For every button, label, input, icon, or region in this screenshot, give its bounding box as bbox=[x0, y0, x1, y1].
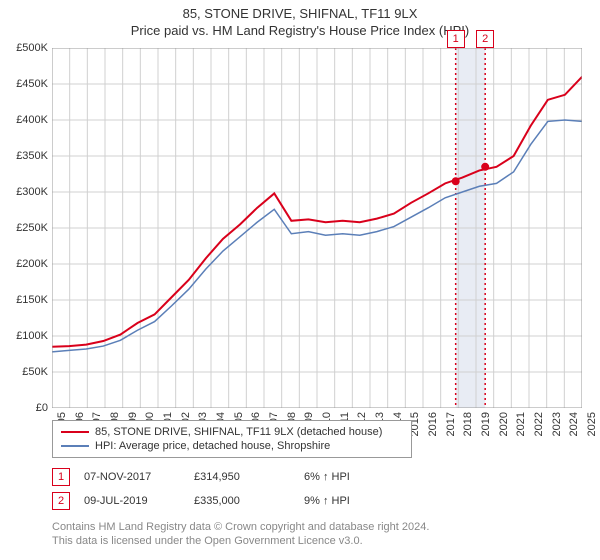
sale-marker-ref: 1 bbox=[52, 468, 70, 486]
x-tick: 2020 bbox=[498, 412, 510, 436]
sale-marker-ref: 2 bbox=[52, 492, 70, 510]
legend-label: 85, STONE DRIVE, SHIFNAL, TF11 9LX (deta… bbox=[95, 426, 382, 438]
x-tick: 2024 bbox=[568, 412, 580, 436]
sale-price: £314,950 bbox=[194, 471, 304, 483]
y-tick: £200K bbox=[16, 258, 48, 270]
sale-row: 2 09-JUL-2019 £335,000 9% ↑ HPI bbox=[52, 492, 394, 510]
legend-item: HPI: Average price, detached house, Shro… bbox=[61, 439, 403, 453]
sale-date: 09-JUL-2019 bbox=[84, 495, 194, 507]
footnote-line: Contains HM Land Registry data © Crown c… bbox=[52, 520, 429, 534]
sale-price: £335,000 bbox=[194, 495, 304, 507]
y-tick: £400K bbox=[16, 114, 48, 126]
sale-marker: 2 bbox=[476, 30, 494, 48]
chart-area: £0£50K£100K£150K£200K£250K£300K£350K£400… bbox=[52, 48, 582, 408]
x-tick: 2018 bbox=[462, 412, 474, 436]
legend: 85, STONE DRIVE, SHIFNAL, TF11 9LX (deta… bbox=[52, 420, 412, 458]
y-tick: £0 bbox=[36, 402, 48, 414]
x-tick: 2023 bbox=[551, 412, 563, 436]
y-tick: £500K bbox=[16, 42, 48, 54]
legend-item: 85, STONE DRIVE, SHIFNAL, TF11 9LX (deta… bbox=[61, 425, 403, 439]
sale-rel: 6% ↑ HPI bbox=[304, 471, 394, 483]
x-tick: 2017 bbox=[445, 412, 457, 436]
x-tick: 2019 bbox=[480, 412, 492, 436]
y-tick: £50K bbox=[22, 366, 48, 378]
y-tick: £350K bbox=[16, 150, 48, 162]
chart-subtitle: Price paid vs. HM Land Registry's House … bbox=[0, 23, 600, 44]
chart-title: 85, STONE DRIVE, SHIFNAL, TF11 9LX bbox=[0, 0, 600, 23]
y-tick: £150K bbox=[16, 294, 48, 306]
y-tick: £300K bbox=[16, 186, 48, 198]
x-tick: 2016 bbox=[427, 412, 439, 436]
chart-svg bbox=[52, 48, 582, 408]
x-tick: 2025 bbox=[586, 412, 598, 436]
y-tick: £250K bbox=[16, 222, 48, 234]
footnote: Contains HM Land Registry data © Crown c… bbox=[52, 520, 429, 549]
legend-swatch bbox=[61, 431, 89, 433]
x-tick: 2022 bbox=[533, 412, 545, 436]
sale-marker: 1 bbox=[447, 30, 465, 48]
legend-label: HPI: Average price, detached house, Shro… bbox=[95, 440, 330, 452]
footnote-line: This data is licensed under the Open Gov… bbox=[52, 534, 429, 548]
sale-row: 1 07-NOV-2017 £314,950 6% ↑ HPI bbox=[52, 468, 394, 486]
x-tick: 2021 bbox=[515, 412, 527, 436]
y-tick: £100K bbox=[16, 330, 48, 342]
y-tick: £450K bbox=[16, 78, 48, 90]
sale-rel: 9% ↑ HPI bbox=[304, 495, 394, 507]
legend-swatch bbox=[61, 445, 89, 447]
sale-date: 07-NOV-2017 bbox=[84, 471, 194, 483]
sales-table: 1 07-NOV-2017 £314,950 6% ↑ HPI 2 09-JUL-… bbox=[52, 468, 394, 516]
